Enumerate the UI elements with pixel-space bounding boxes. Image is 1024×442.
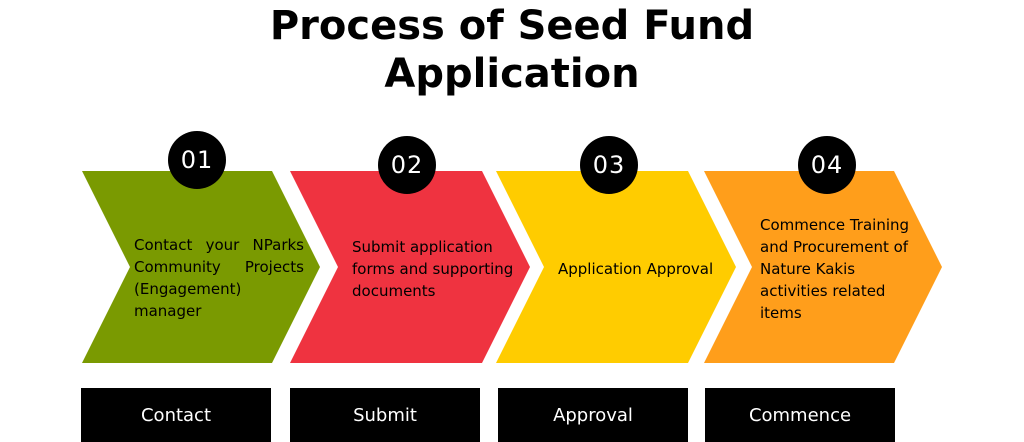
title-line-1: Process of Seed Fund — [269, 3, 755, 49]
step-description-3: Application Approval — [558, 260, 714, 278]
step-description-2: Submit application forms and supporting … — [352, 238, 514, 300]
step-label-commence: Commence — [705, 388, 895, 442]
step-number-badge-4: 04 — [798, 136, 856, 194]
step-number-badge-3: 03 — [580, 136, 638, 194]
diagram-title: Process of Seed Fund Application — [0, 2, 1024, 98]
step-label-approval: Approval — [498, 388, 688, 442]
chevron-step-2 — [290, 171, 530, 363]
step-label-submit: Submit — [290, 388, 480, 442]
step-label-contact: Contact — [81, 388, 271, 442]
step-number-badge-1: 01 — [168, 131, 226, 189]
step-number-badge-2: 02 — [378, 136, 436, 194]
title-line-2: Application — [384, 51, 640, 97]
chevron-step-1 — [82, 171, 320, 363]
step-description-1: Contact your NParks Community Projects (… — [134, 236, 304, 320]
chevron-step-3 — [496, 171, 736, 363]
step-description-4: Commence Training and Procurement of Nat… — [760, 216, 910, 322]
chevron-step-4 — [704, 171, 942, 363]
